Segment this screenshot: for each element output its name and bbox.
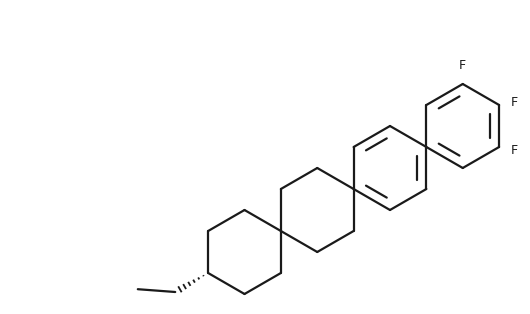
Text: F: F: [511, 95, 518, 109]
Text: F: F: [459, 59, 466, 72]
Text: F: F: [511, 143, 518, 156]
